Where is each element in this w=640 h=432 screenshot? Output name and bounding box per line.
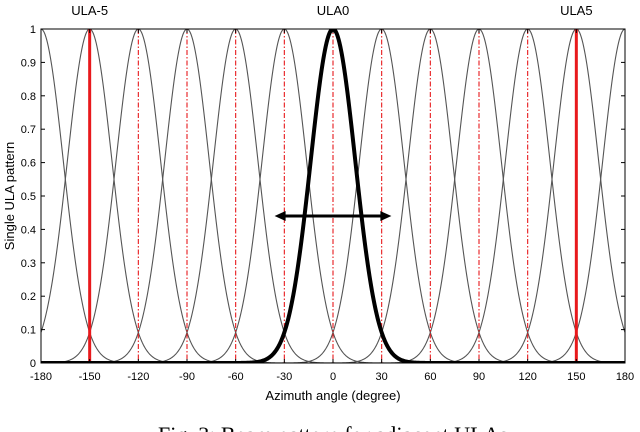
- x-tick-label: -150: [79, 371, 101, 383]
- x-axis-label: Azimuth angle (degree): [265, 388, 400, 403]
- y-tick-label: 0.3: [21, 258, 36, 270]
- y-tick-label: 0.9: [21, 57, 36, 69]
- beam-center-lines: [88, 29, 578, 363]
- beam-label: ULA5: [560, 3, 593, 18]
- beam-label: ULA-5: [71, 3, 108, 18]
- x-tick-label: 60: [424, 371, 436, 383]
- x-tick-label: -180: [30, 371, 52, 383]
- x-tick-label: 120: [518, 371, 536, 383]
- y-tick-label: 0.4: [21, 224, 36, 236]
- y-tick-label: 0.1: [21, 325, 36, 337]
- y-tick-label: 0: [30, 358, 36, 370]
- x-axis-ticks: -180 -150 -120 -90 -60 -30 0 30 60 90 120 150 180: [30, 29, 634, 383]
- y-axis-label: Single ULA pattern: [2, 142, 17, 250]
- x-tick-label: 0: [330, 371, 336, 383]
- x-tick-label: 150: [567, 371, 585, 383]
- figure-caption: Fig. 3: Beam pattern for adjacent ULAs: [158, 422, 508, 432]
- x-tick-label: 90: [473, 371, 485, 383]
- x-tick-label: 180: [616, 371, 634, 383]
- y-tick-label: 0.5: [21, 191, 36, 203]
- x-tick-label: -30: [276, 371, 292, 383]
- y-tick-label: 0.7: [21, 124, 36, 136]
- beam-labels: ULA-5 ULA0 ULA5: [71, 3, 592, 18]
- arrow-head-left: [274, 211, 286, 222]
- y-tick-label: 1: [30, 24, 36, 36]
- arrow-head-right: [380, 211, 392, 222]
- x-tick-label: -60: [228, 371, 244, 383]
- beam-curve: [41, 29, 625, 363]
- beam-label: ULA0: [317, 3, 350, 18]
- x-tick-label: -90: [179, 371, 195, 383]
- beam-curve: [41, 29, 625, 363]
- beam-curve: [41, 29, 625, 363]
- beamwidth-arrow: [274, 211, 392, 222]
- x-tick-label: 30: [376, 371, 388, 383]
- y-tick-label: 0.2: [21, 291, 36, 303]
- y-tick-label: 0.6: [21, 158, 36, 170]
- y-axis-ticks: 0 0.1 0.2 0.3 0.4 0.5 0.6 0.7 0.8 0.9 1: [21, 24, 625, 370]
- y-tick-label: 0.8: [21, 91, 36, 103]
- x-tick-label: -120: [127, 371, 149, 383]
